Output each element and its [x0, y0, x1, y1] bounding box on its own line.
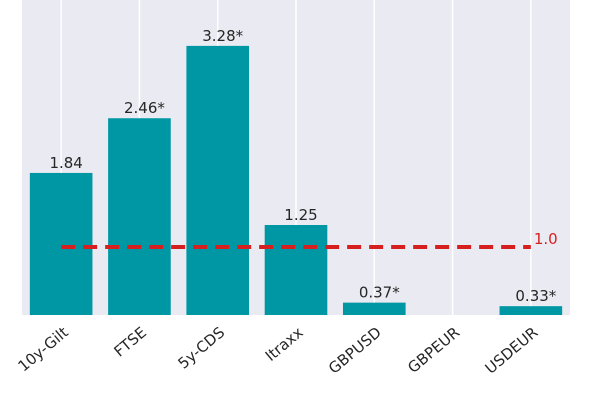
bar	[108, 118, 171, 315]
bar	[186, 45, 250, 315]
x-tick-label: GBPEUR	[404, 323, 463, 377]
bar	[342, 302, 406, 315]
bar	[264, 225, 328, 315]
value-label: 0.37*	[359, 284, 400, 302]
bar	[499, 306, 563, 315]
value-label: 1.84	[49, 154, 82, 172]
reference-label: 1.0	[534, 230, 558, 248]
bar	[29, 172, 93, 315]
x-tick-label: 10y-Gilt	[15, 323, 72, 375]
x-tick-label: GBPUSD	[325, 323, 385, 377]
x-tick-label: FTSE	[110, 323, 150, 360]
value-label: 0.33*	[515, 287, 556, 305]
x-tick-label: USDEUR	[482, 323, 542, 377]
x-tick-label: Itraxx	[262, 323, 307, 365]
value-label: 3.28*	[202, 27, 243, 45]
value-label: 2.46*	[124, 99, 165, 117]
value-label: 1.25	[284, 206, 317, 224]
x-tick-label: 5y-CDS	[174, 323, 228, 372]
